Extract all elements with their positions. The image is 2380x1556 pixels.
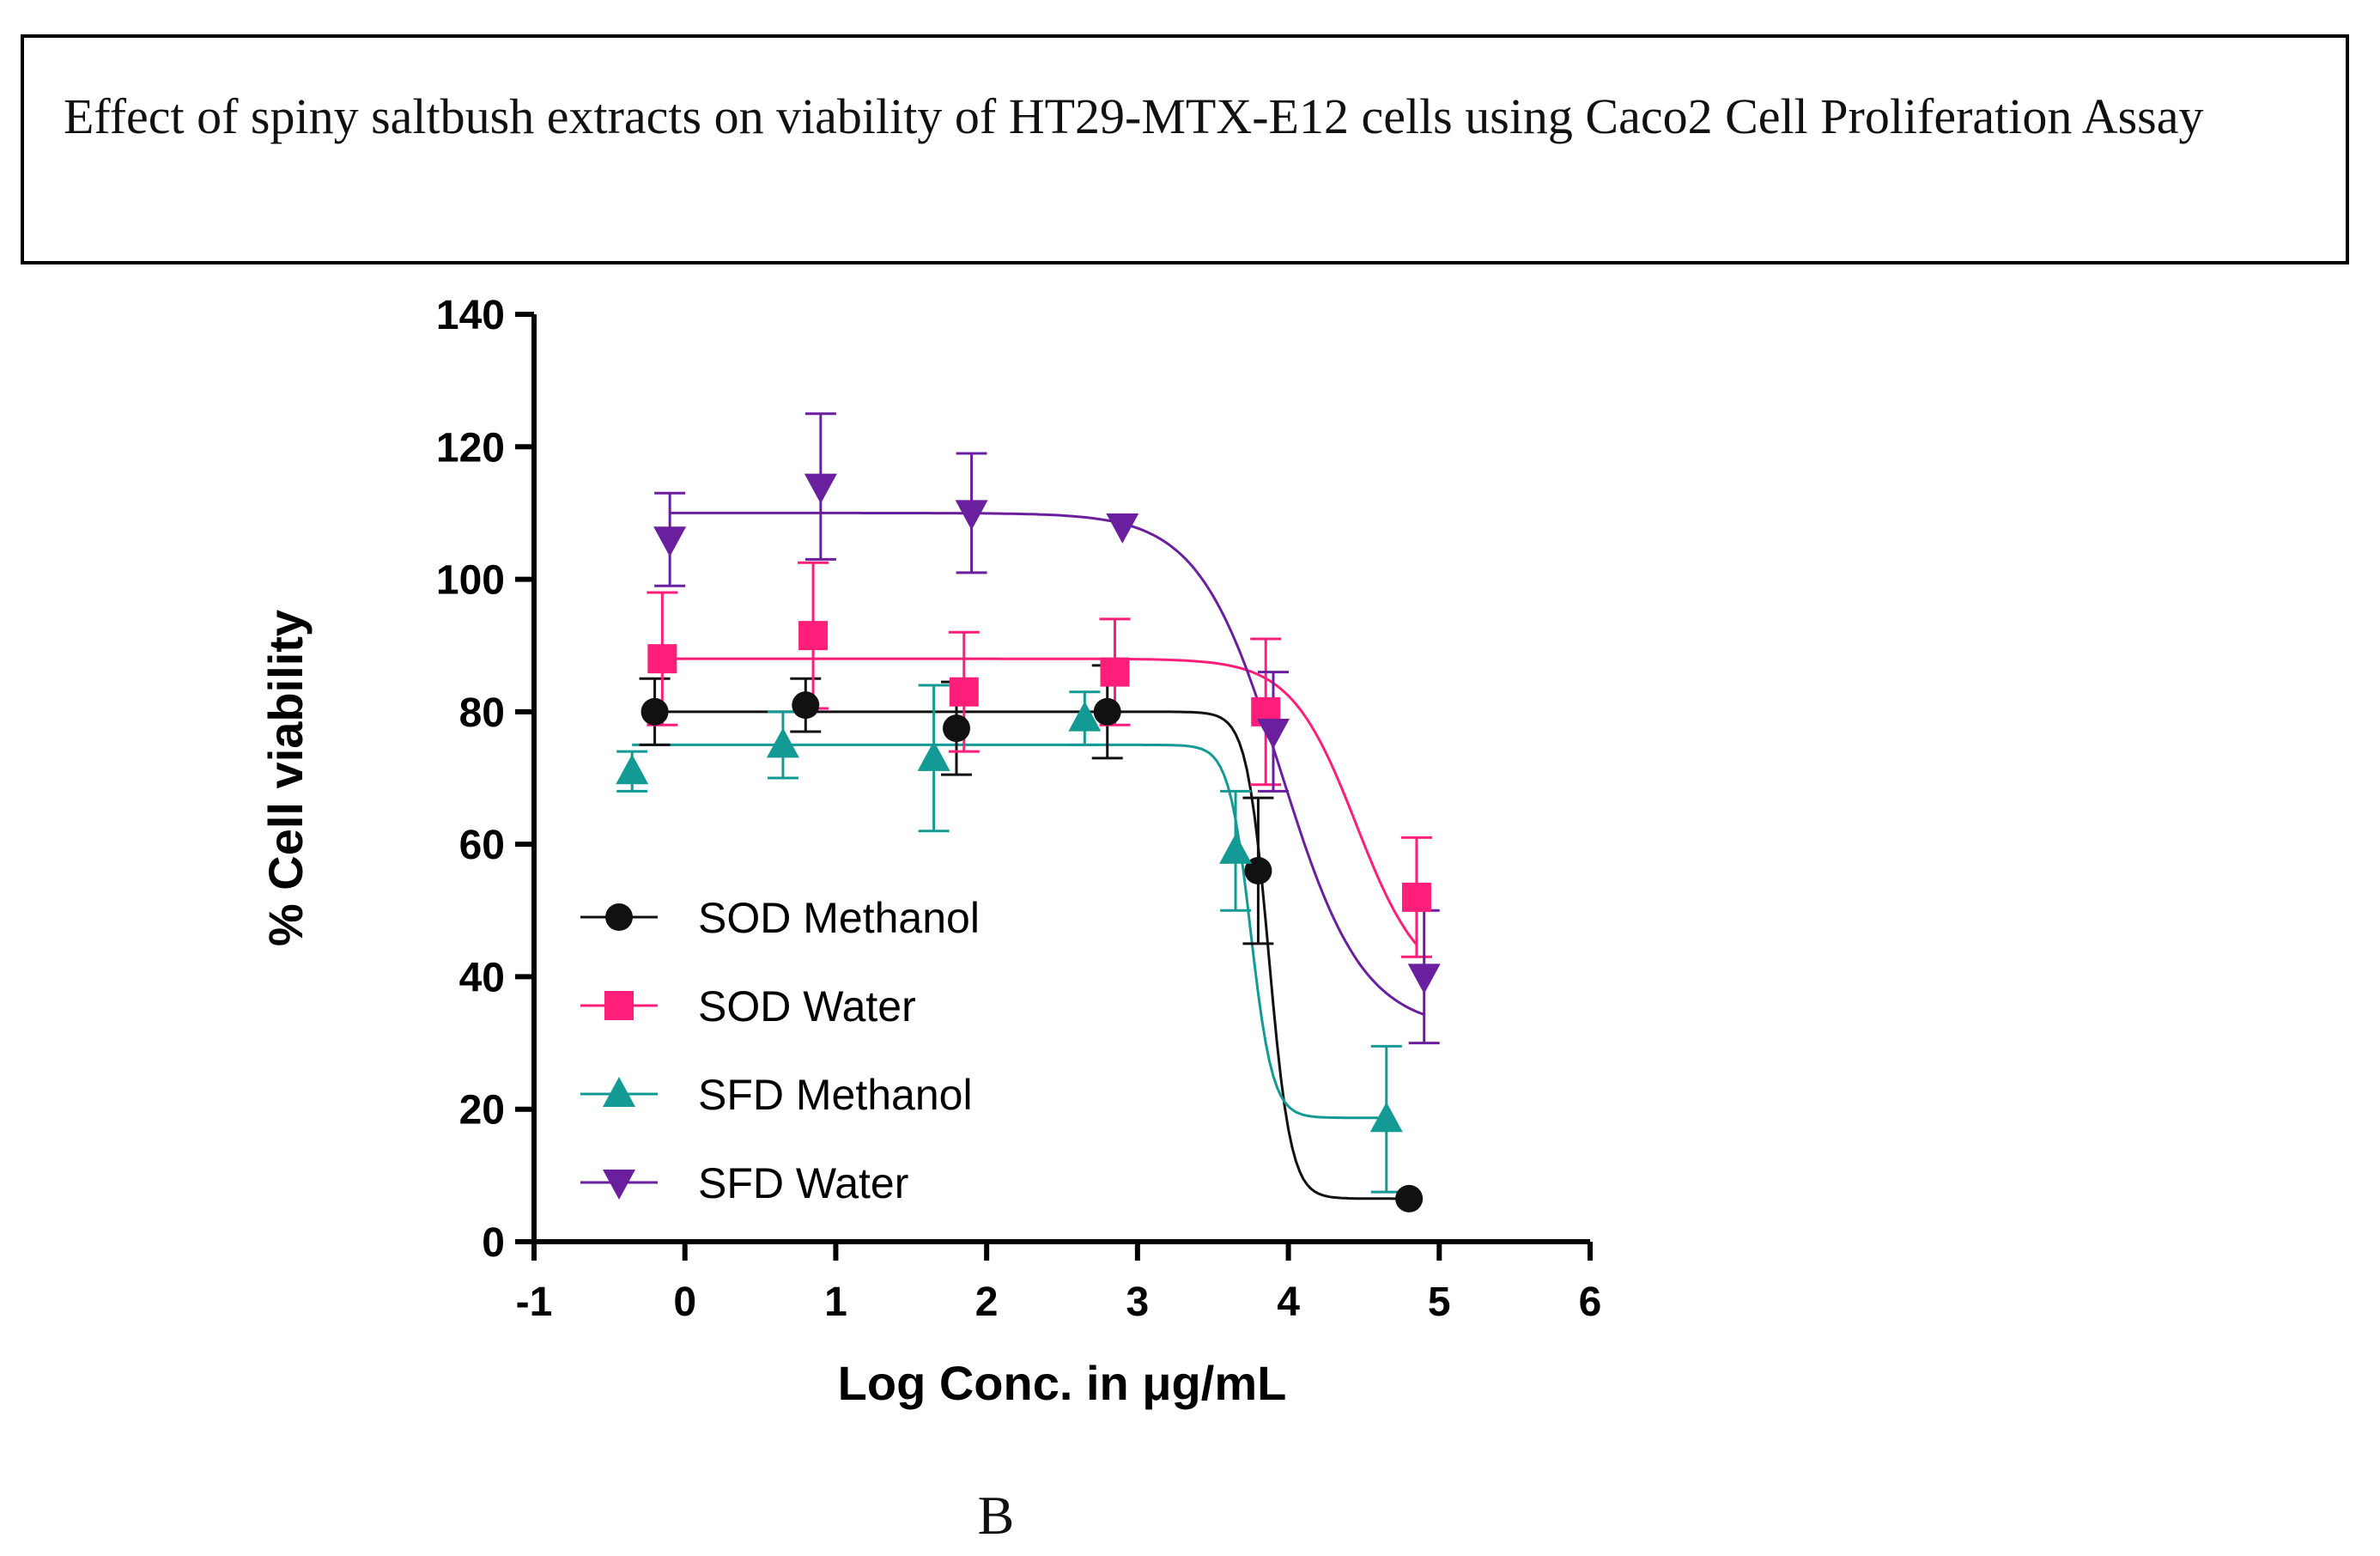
sod-methanol-point — [1395, 1184, 1424, 1213]
x-tick-label: 3 — [1126, 1279, 1150, 1325]
y-tick-label: 100 — [436, 558, 505, 604]
y-tick-label: 40 — [459, 955, 505, 1000]
sfd-water-point — [1257, 719, 1290, 749]
x-tick-label: 1 — [824, 1279, 847, 1325]
legend: SOD Methanol SOD Water SFD Methanol SFD Wat… — [580, 894, 980, 1207]
x-tick-label: -1 — [516, 1279, 553, 1325]
x-axis-title: Log Conc. in μg/mL — [838, 1356, 1287, 1410]
sod-water-point — [949, 677, 979, 707]
sod-methanol-point — [792, 691, 820, 720]
legend-marker-sfd-water — [603, 1170, 635, 1200]
x-tick-label: 5 — [1428, 1279, 1451, 1325]
sfd-water-point — [1106, 513, 1139, 544]
sfd-water-point — [1407, 963, 1441, 994]
sfd-methanol-fit-curve — [632, 743, 1387, 1120]
sfd-methanol-point — [1219, 833, 1253, 864]
panel-label: B — [977, 1485, 1015, 1546]
sod-methanol-point — [943, 714, 970, 743]
sfd-methanol-point — [917, 740, 950, 771]
legend-label-sod-methanol: SOD Methanol — [698, 894, 980, 942]
x-tick-label: 2 — [975, 1279, 999, 1325]
sfd-water-point — [653, 526, 687, 557]
sfd-methanol-point — [1068, 701, 1102, 732]
fit-curves — [632, 511, 1425, 1200]
sod-methanol-point — [641, 697, 669, 726]
sod-water-point — [647, 644, 677, 674]
figure-caption: Effect of spiny saltbush extracts on via… — [21, 34, 2349, 264]
sod-methanol-point — [1244, 857, 1272, 884]
y-tick-label: 60 — [459, 823, 505, 868]
x-tick-label: 4 — [1277, 1279, 1300, 1325]
sfd-methanol-point — [1369, 1102, 1403, 1133]
sfd-methanol-point — [766, 727, 799, 758]
sfd-water-point — [955, 500, 988, 531]
sod-water-point — [1100, 657, 1130, 687]
data-points — [616, 473, 1441, 1213]
y-tick-label: 20 — [459, 1088, 505, 1134]
sod-methanol-fit-curve — [654, 710, 1410, 1200]
legend-marker-sod-water — [604, 991, 634, 1020]
sod-methanol-point — [1093, 697, 1121, 726]
y-tick-label: 140 — [436, 293, 505, 338]
sod-water-point — [798, 621, 829, 651]
legend-marker-sfd-methanol — [603, 1077, 635, 1107]
sfd-water-fit-curve — [670, 511, 1425, 1016]
legend-marker-sod-methanol — [605, 903, 633, 931]
y-tick-label: 80 — [459, 690, 505, 736]
legend-label-sfd-water: SFD Water — [698, 1159, 908, 1207]
sfd-water-point — [804, 473, 837, 504]
sfd-methanol-point — [616, 754, 649, 785]
x-tick-label: 0 — [673, 1279, 696, 1325]
y-axis-title: % Cell viability — [258, 610, 313, 946]
sod-water-fit-curve — [662, 657, 1418, 946]
legend-label-sfd-methanol: SFD Methanol — [698, 1071, 973, 1119]
y-tick-label: 0 — [482, 1220, 505, 1266]
sod-water-point — [1401, 882, 1431, 912]
legend-label-sod-water: SOD Water — [698, 982, 916, 1030]
x-tick-label: 6 — [1579, 1279, 1602, 1325]
y-tick-label: 120 — [436, 425, 505, 471]
